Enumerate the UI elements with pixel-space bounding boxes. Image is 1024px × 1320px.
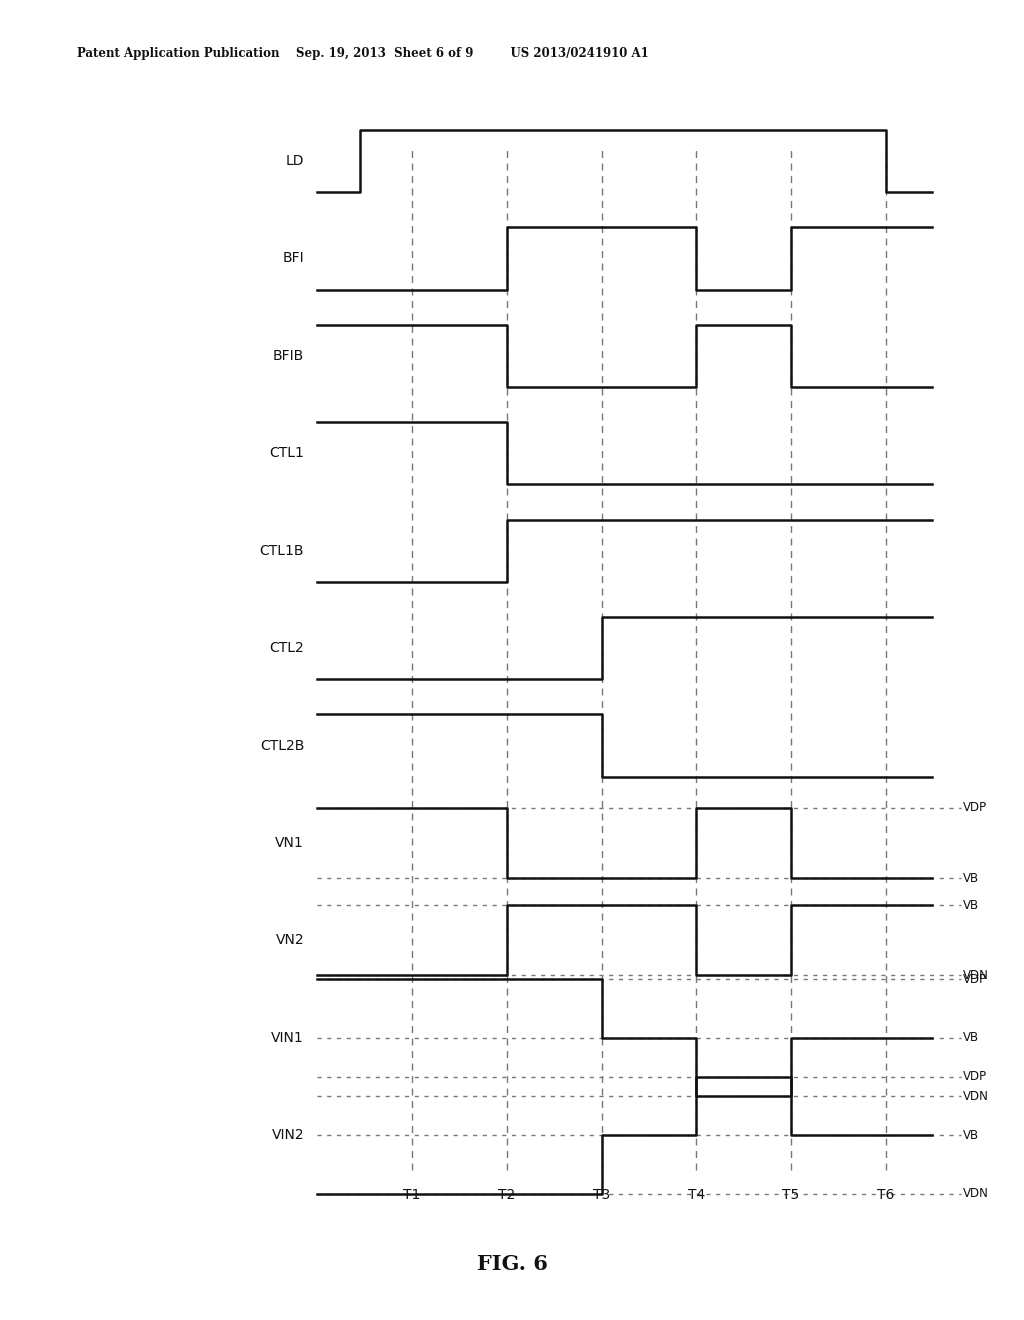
Text: BFIB: BFIB	[272, 348, 304, 363]
Text: BFI: BFI	[283, 251, 304, 265]
Text: CTL2: CTL2	[269, 642, 304, 655]
Text: VDP: VDP	[963, 973, 987, 986]
Text: CTL1: CTL1	[269, 446, 304, 461]
Text: VN1: VN1	[275, 836, 304, 850]
Text: VDN: VDN	[963, 1090, 988, 1102]
Text: VB: VB	[963, 1129, 979, 1142]
Text: VN2: VN2	[275, 933, 304, 948]
Text: VDP: VDP	[963, 801, 987, 814]
Text: VB: VB	[963, 871, 979, 884]
Text: T1: T1	[403, 1188, 421, 1201]
Text: VDN: VDN	[963, 1187, 988, 1200]
Text: T6: T6	[878, 1188, 894, 1201]
Text: CTL2B: CTL2B	[260, 738, 304, 752]
Text: T5: T5	[782, 1188, 800, 1201]
Text: CTL1B: CTL1B	[260, 544, 304, 558]
Text: VB: VB	[963, 1031, 979, 1044]
Text: T3: T3	[593, 1188, 610, 1201]
Text: Patent Application Publication    Sep. 19, 2013  Sheet 6 of 9         US 2013/02: Patent Application Publication Sep. 19, …	[77, 46, 648, 59]
Text: VDN: VDN	[963, 969, 988, 982]
Text: VIN2: VIN2	[271, 1129, 304, 1142]
Text: LD: LD	[286, 154, 304, 168]
Text: FIG. 6: FIG. 6	[476, 1254, 548, 1274]
Text: T4: T4	[688, 1188, 705, 1201]
Text: VDP: VDP	[963, 1071, 987, 1084]
Text: T2: T2	[499, 1188, 515, 1201]
Text: VB: VB	[963, 899, 979, 912]
Text: VIN1: VIN1	[271, 1031, 304, 1045]
